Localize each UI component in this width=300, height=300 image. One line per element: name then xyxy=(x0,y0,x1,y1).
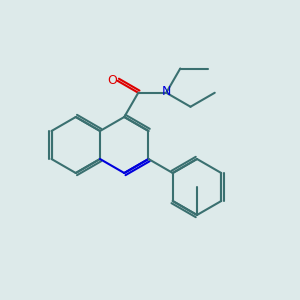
Text: O: O xyxy=(108,74,118,87)
Text: N: N xyxy=(162,85,171,98)
